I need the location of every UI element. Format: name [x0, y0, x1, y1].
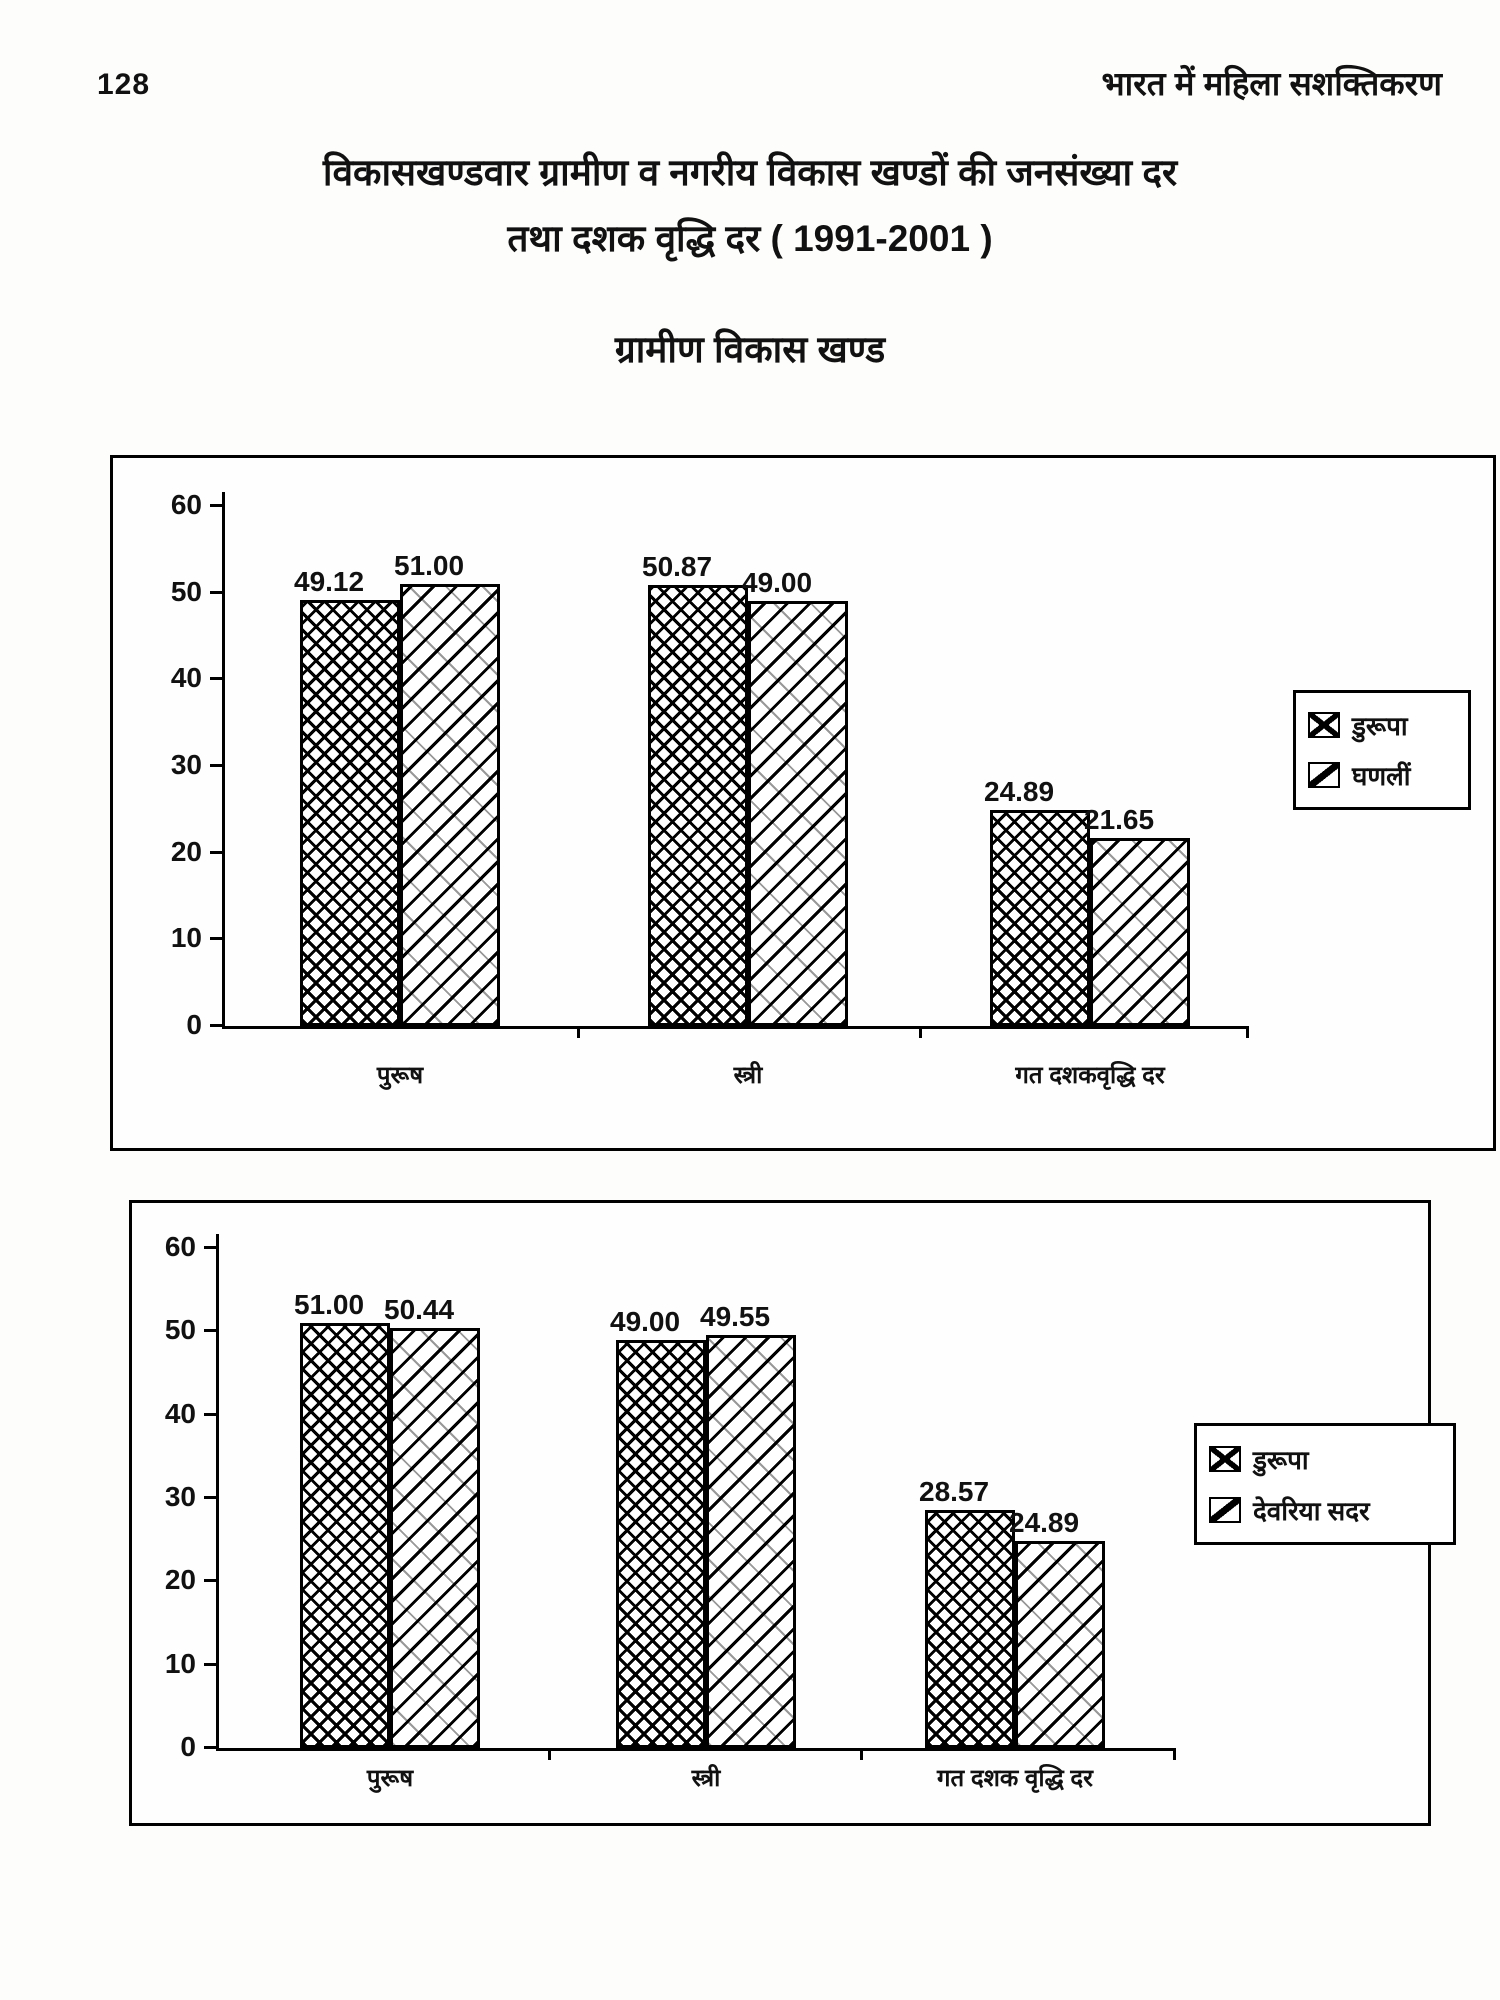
bar-value-label: 49.00 — [610, 1305, 681, 1337]
bar-value-label: 21.65 — [1084, 804, 1155, 836]
x-category-label: गत दशकवृद्धि दर — [1015, 1062, 1165, 1089]
bar-value-label: 51.00 — [394, 550, 465, 581]
bar-chart-bottom: 0 10 20 30 40 50 60 51.00 50.44 पुरूष 49.00 49.55 स्… — [129, 1200, 1456, 1826]
y-tick-mark — [204, 1412, 216, 1416]
y-tick-label: 50 — [170, 575, 202, 607]
page-title-line1: विकासखण्डवार ग्रामीण व नगरीय विकास खण्डो… — [322, 152, 1178, 193]
bar-s0-c1 — [616, 1339, 706, 1748]
diagonal-hatch-swatch-icon — [1308, 762, 1340, 788]
y-tick-label: 50 — [164, 1314, 196, 1346]
bar-value-label: 24.89 — [1009, 1506, 1080, 1538]
y-tick-label: 60 — [164, 1231, 196, 1262]
x-axis-line — [216, 1748, 1176, 1751]
chart-plot-area: 0 10 20 30 40 50 60 51.00 50.44 पुरूष 49.00 49.55 स्… — [132, 1203, 1428, 1823]
bar-s0-c1 — [648, 585, 748, 1026]
y-tick-label: 10 — [170, 922, 202, 954]
y-tick-label: 40 — [170, 662, 202, 694]
x-axis-line — [222, 1026, 1248, 1029]
chart-legend: डुरूपा देवरिया सदर — [1194, 1423, 1456, 1545]
x-category-label: स्त्री — [733, 1062, 763, 1089]
bar-value-label: 49.55 — [700, 1301, 771, 1333]
bar-value-label: 50.44 — [384, 1293, 455, 1325]
bar-s1-c1 — [748, 601, 848, 1026]
y-tick-mark — [210, 1024, 222, 1027]
y-tick-label: 0 — [180, 1731, 196, 1762]
page-number: 128 — [97, 68, 151, 101]
bar-s1-c2 — [1090, 838, 1190, 1026]
y-axis-line — [216, 1234, 219, 1751]
x-tick-mark — [1246, 1026, 1249, 1038]
y-tick-label: 60 — [170, 489, 202, 520]
y-tick-mark — [204, 1662, 216, 1666]
bar-value-label: 28.57 — [919, 1475, 990, 1507]
bar-s1-c0 — [390, 1327, 480, 1748]
x-tick-mark — [1173, 1748, 1176, 1760]
y-tick-label: 20 — [170, 835, 202, 867]
bar-s1-c1 — [706, 1335, 796, 1748]
bar-s0-c0 — [300, 600, 400, 1026]
dense-crosshatch-swatch-icon — [1308, 712, 1340, 738]
dense-crosshatch-swatch-icon — [1209, 1445, 1241, 1472]
x-tick-mark — [860, 1748, 863, 1760]
bar-value-label: 49.12 — [294, 566, 365, 598]
legend-label: डुरूपा — [1352, 711, 1408, 741]
section-title: ग्रामीण विकास खण्ड — [614, 329, 886, 370]
chart-plot-area: 0 10 20 30 40 50 60 49.12 51.00 पुरूष 50.87 49.00 स्… — [113, 458, 1493, 1148]
diagonal-hatch-swatch-icon — [1209, 1496, 1241, 1523]
y-tick-label: 20 — [164, 1564, 196, 1596]
y-tick-mark — [210, 590, 222, 594]
bar-s1-c0 — [400, 584, 500, 1026]
bar-s0-c0 — [300, 1323, 390, 1748]
legend-label: घणलीं — [1352, 761, 1411, 791]
bar-value-label: 24.89 — [984, 776, 1055, 808]
page-title-line2: तथा दशक वृद्धि दर ( 1991-2001 ) — [507, 218, 993, 259]
y-tick-mark — [204, 1746, 216, 1749]
y-tick-mark — [210, 850, 222, 854]
x-category-label: गत दशक वृद्धि दर — [937, 1765, 1093, 1792]
y-tick-mark — [204, 1579, 216, 1583]
bar-chart-top: 0 10 20 30 40 50 60 49.12 51.00 पुरूष 50.87 49.00 स्… — [110, 455, 1496, 1151]
legend-entry: घणलीं — [1308, 757, 1456, 793]
bar-s0-c2 — [925, 1509, 1015, 1748]
x-category-label: पुरूष — [366, 1765, 414, 1792]
x-category-label: स्त्री — [691, 1765, 721, 1792]
legend-label: देवरिया सदर — [1253, 1495, 1370, 1526]
y-axis-line — [222, 492, 225, 1029]
legend-entry: देवरिया सदर — [1209, 1492, 1441, 1528]
y-tick-mark — [204, 1496, 216, 1499]
bar-s1-c2 — [1015, 1540, 1105, 1748]
y-tick-mark — [210, 504, 222, 507]
legend-entry: डुरूपा — [1308, 707, 1456, 743]
y-tick-mark — [210, 764, 222, 767]
y-tick-mark — [210, 677, 222, 681]
y-tick-label: 30 — [170, 749, 202, 780]
y-tick-label: 40 — [164, 1397, 196, 1429]
legend-entry: डुरूपा — [1209, 1441, 1441, 1477]
y-tick-label: 30 — [164, 1481, 196, 1512]
y-tick-label: 10 — [164, 1647, 196, 1679]
y-tick-mark — [210, 937, 222, 941]
x-tick-mark — [919, 1026, 922, 1038]
x-tick-mark — [577, 1026, 580, 1038]
bar-s0-c2 — [990, 810, 1090, 1026]
y-tick-mark — [204, 1329, 216, 1333]
y-tick-label: 0 — [186, 1009, 202, 1040]
x-category-label: पुरूष — [376, 1062, 424, 1089]
x-tick-mark — [548, 1748, 551, 1760]
legend-label: डुरूपा — [1253, 1444, 1309, 1475]
bar-value-label: 49.00 — [742, 567, 813, 599]
y-tick-mark — [204, 1246, 216, 1249]
bar-value-label: 50.87 — [642, 551, 713, 583]
chart-legend: डुरूपा घणलीं — [1293, 690, 1471, 810]
bar-value-label: 51.00 — [294, 1289, 365, 1320]
running-header: भारत में महिला सशक्तिकरण — [1101, 65, 1442, 102]
page-title: विकासखण्डवार ग्रामीण व नगरीय विकास खण्डो… — [0, 140, 1500, 272]
